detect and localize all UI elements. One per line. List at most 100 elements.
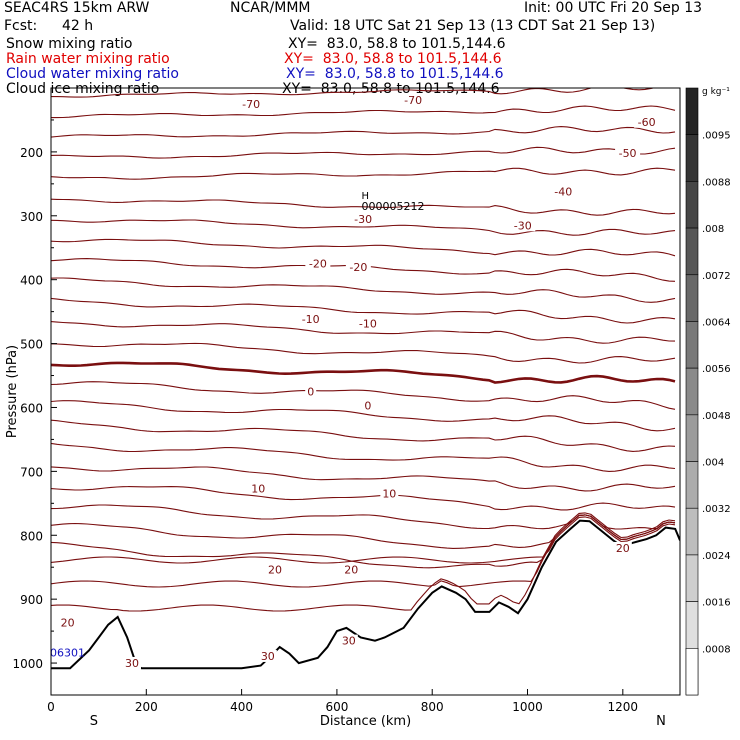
plot-frame [50, 87, 681, 696]
x-tick-label: 800 [421, 700, 444, 714]
field-xy-cloud-ice: XY= 83.0, 58.8 to 101.5,144.6 [282, 81, 500, 97]
isotherm-label: -70 [242, 98, 260, 111]
isotherm-line [51, 486, 676, 511]
isotherm-label: 20 [61, 617, 75, 630]
isotherm-label-bg [380, 487, 399, 500]
isotherm-label-bg [238, 97, 264, 110]
isotherm-label: -60 [638, 116, 656, 129]
y-tick-label: 600 [20, 401, 43, 415]
y-axis-title: Pressure (hPa) [5, 345, 20, 438]
valid-time: Valid: 18 UTC Sat 21 Sep 13 (13 CDT Sat … [290, 18, 656, 34]
field-name-cloud-water: Cloud water mixing ratio [6, 66, 179, 82]
y-tick-label: 900 [20, 593, 43, 607]
isotherm-label-bg [400, 94, 426, 107]
isotherm-line [51, 167, 676, 180]
colorbar-segment [685, 227, 699, 276]
isotherm-label: 0 [307, 385, 314, 398]
isotherm-label: -70 [404, 94, 422, 107]
colorbar-unit: g kg⁻¹ [702, 87, 730, 97]
field-name-cloud-ice: Cloud ice mixing ratio [6, 81, 160, 97]
isotherm-line [51, 321, 676, 344]
colorbar-segment [685, 414, 699, 462]
isotherm-label-bg [615, 147, 641, 160]
isotherm-label-bg [123, 656, 142, 669]
corner-label: 06301 [50, 647, 85, 660]
colorbar-segment [685, 648, 699, 696]
colorbar-tick-label: .0072 [702, 271, 731, 282]
isotherm-line [51, 146, 676, 159]
isotherm-label: 30 [261, 650, 275, 663]
field-xy-rain: XY= 83.0, 58.8 to 101.5,144.6 [284, 51, 502, 67]
isotherm-label: 30 [125, 657, 139, 670]
isotherm-label: 20 [344, 564, 358, 577]
endpoint-left: S [90, 714, 98, 729]
colorbar-tick-label: .0024 [702, 551, 731, 562]
isotherm-label-bg [345, 260, 371, 273]
colorbar-segment [685, 601, 699, 649]
colorbar-segment [685, 461, 699, 509]
isotherm-label: -10 [302, 313, 320, 326]
model-name: SEAC4RS 15km ARW [4, 0, 150, 16]
field-name-rain: Rain water mixing ratio [6, 51, 170, 67]
isotherm-label: -30 [514, 219, 532, 232]
isotherm-line [51, 105, 676, 119]
high-marker-label: 000005212 [362, 200, 425, 213]
y-tick-label: 200 [20, 146, 43, 160]
isotherm-line [51, 238, 676, 257]
isotherm-label-bg [265, 563, 284, 576]
colorbar-tick-label: .004 [702, 458, 724, 469]
isotherm-label: 10 [382, 488, 396, 501]
x-tick-label: 1000 [512, 700, 543, 714]
plot-header: SEAC4RS 15km ARW NCAR/MMM Init: 00 UTC F… [0, 0, 740, 97]
isotherm-line [51, 419, 676, 452]
isotherm-label-bg [58, 616, 77, 629]
x-tick-label: 600 [325, 700, 348, 714]
colorbar-tick-label: .0095 [702, 131, 731, 142]
isotherm-line [51, 466, 676, 492]
colorbar-segment [685, 87, 699, 135]
isotherm-label: 20 [268, 564, 282, 577]
colorbar-segment [685, 367, 699, 416]
y-tick-label: 500 [20, 338, 43, 352]
y-tick-label: 700 [20, 465, 43, 479]
colorbar-segment [685, 554, 699, 602]
isotherm-label-bg [510, 219, 536, 232]
x-tick-label: 1200 [608, 700, 639, 714]
isotherm-label: -40 [554, 185, 572, 198]
isotherm-line [51, 88, 656, 98]
y-tick-label: 800 [20, 529, 43, 543]
isotherm-label: 10 [251, 483, 265, 496]
isotherm-label-bg [342, 563, 361, 576]
isotherm-label: 20 [616, 542, 630, 555]
organization: NCAR/MMM [230, 0, 311, 16]
colorbar-tick-label: .0008 [702, 644, 731, 655]
isotherm-line [51, 219, 676, 236]
isotherm-label-bg [305, 385, 317, 398]
isotherm-line [51, 442, 676, 472]
isotherm-label-bg [249, 482, 268, 495]
isotherm-line [51, 342, 676, 364]
isotherm-line [51, 512, 676, 612]
colorbar-segment [685, 321, 699, 369]
colorbar-tick-label: .0064 [702, 317, 731, 328]
colorbar-segment [685, 274, 699, 322]
x-tick-label: 0 [47, 700, 55, 714]
isotherm-label-bg [305, 257, 331, 270]
colorbar-segment [685, 507, 699, 556]
forecast-label: Fcst: [4, 18, 38, 34]
endpoint-right: N [656, 714, 666, 729]
colorbar-tick-label: .0056 [702, 364, 731, 375]
x-tick-label: 400 [230, 700, 253, 714]
x-axis-title: Distance (km) [320, 714, 411, 729]
colorbar-segment [685, 181, 699, 229]
isotherm-label-bg [634, 115, 660, 128]
isotherm-label-bg [613, 541, 632, 554]
isotherm-layer [51, 88, 680, 695]
y-tick-label: 400 [20, 274, 43, 288]
field-xy-snow: XY= 83.0, 58.8 to 101.5,144.6 [288, 36, 506, 52]
isotherm-line [51, 516, 676, 564]
isotherm-label: -20 [349, 261, 367, 274]
y-tick-label: 1000 [12, 657, 43, 671]
isotherm-label-bg [362, 399, 374, 412]
